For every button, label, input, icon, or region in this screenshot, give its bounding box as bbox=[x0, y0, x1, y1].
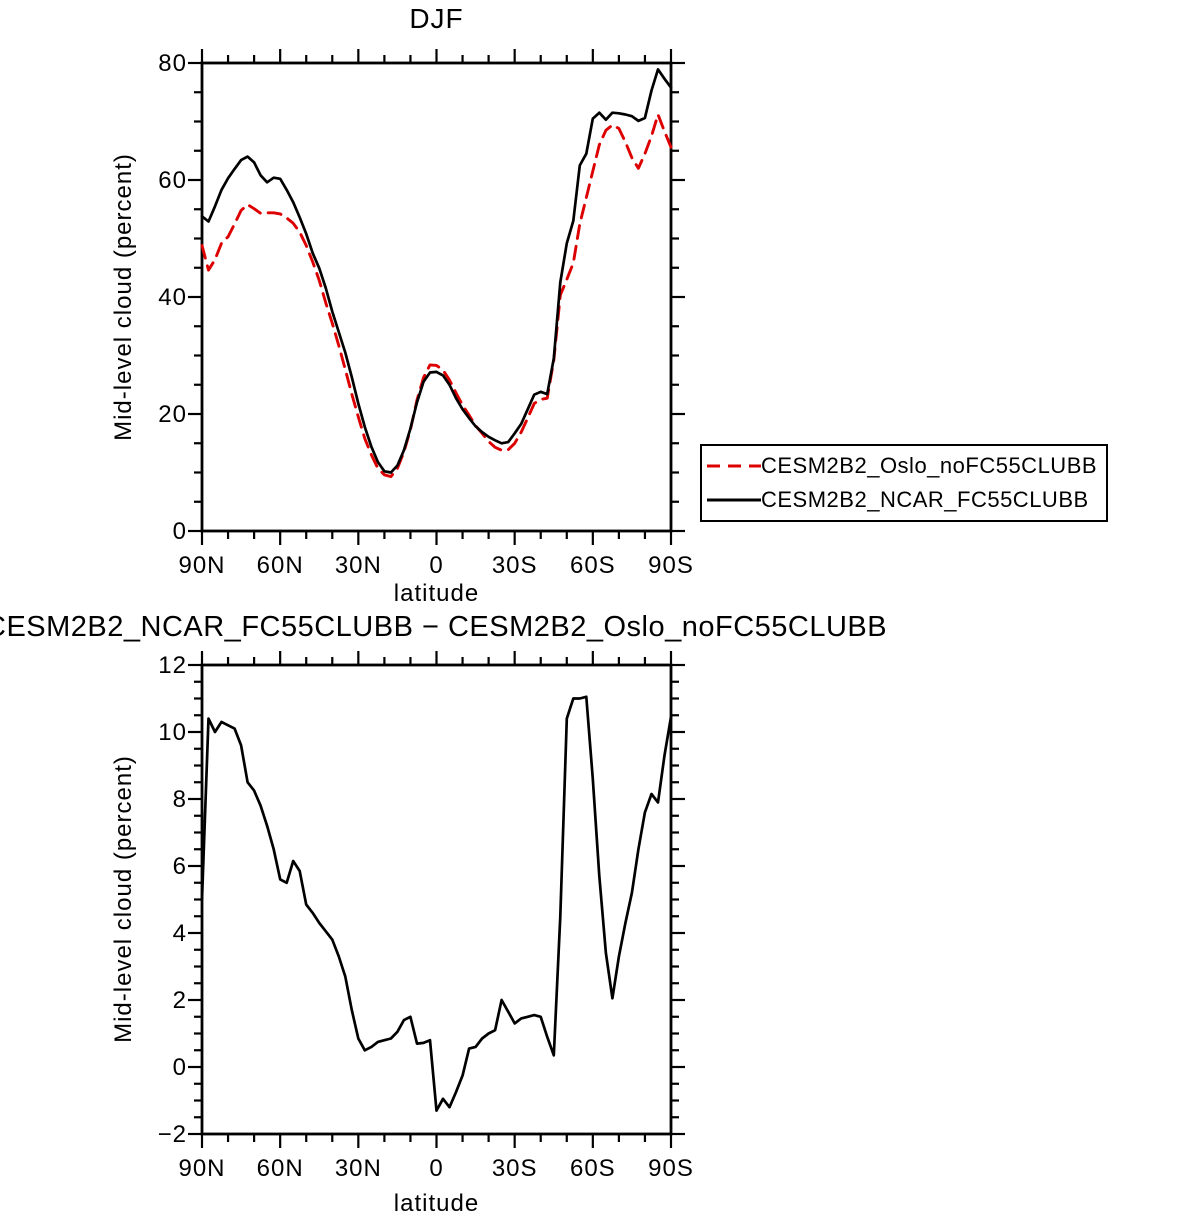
difference-chart-x-tick-label: 30N bbox=[335, 1155, 382, 1182]
difference-chart-title: CESM2B2_NCAR_FC55CLUBB − CESM2B2_Oslo_no… bbox=[0, 611, 888, 643]
difference-chart-x-tick-label: 0 bbox=[429, 1155, 443, 1182]
oslo-curve bbox=[200, 113, 673, 479]
legend-entry-ncar: CESM2B2_NCAR_FC55CLUBB bbox=[707, 487, 1106, 513]
legend-line-oslo-swatch bbox=[707, 464, 761, 468]
difference-chart-y-tick-label: 0 bbox=[173, 1054, 187, 1081]
legend: CESM2B2_Oslo_noFC55CLUBB CESM2B2_NCAR_FC… bbox=[700, 444, 1108, 522]
top-chart-y-tick-label: 20 bbox=[158, 401, 187, 428]
difference-chart-x-tick-label: 90S bbox=[648, 1155, 694, 1182]
top-chart-y-tick-label: 60 bbox=[158, 167, 187, 194]
difference-chart-y-tick-label: 8 bbox=[173, 786, 187, 813]
difference-chart-xlabel: latitude bbox=[393, 1190, 480, 1217]
difference-chart-y-tick-label: 10 bbox=[158, 719, 187, 746]
top-chart-frame bbox=[200, 61, 673, 533]
top-chart-title: DJF bbox=[409, 3, 464, 34]
top-chart-x-tick-label: 0 bbox=[429, 552, 443, 579]
legend-label-ncar: CESM2B2_NCAR_FC55CLUBB bbox=[761, 486, 1089, 512]
difference-curve bbox=[200, 695, 673, 1112]
top-chart-xlabel: latitude bbox=[393, 580, 480, 607]
top-chart-y-tick-label: 40 bbox=[158, 284, 187, 311]
difference-chart-y-tick-label: 4 bbox=[173, 920, 187, 947]
top-chart-x-tick-label: 60S bbox=[570, 552, 616, 579]
difference-chart-y-tick-label: 2 bbox=[173, 987, 187, 1014]
difference-chart-x-tick-label: 60S bbox=[570, 1155, 616, 1182]
top-chart-ylabel: Mid-level cloud (percent) bbox=[110, 153, 137, 441]
difference-chart-ylabel: Mid-level cloud (percent) bbox=[110, 755, 137, 1043]
top-chart-x-tick-label: 30S bbox=[492, 552, 538, 579]
ncar-curve bbox=[200, 68, 673, 474]
legend-entry-oslo: CESM2B2_Oslo_noFC55CLUBB bbox=[707, 453, 1106, 479]
top-chart-x-tick-label: 60N bbox=[257, 552, 304, 579]
difference-chart-x-tick-label: 90N bbox=[178, 1155, 225, 1182]
difference-chart-y-tick-label: 12 bbox=[158, 652, 187, 679]
top-chart-y-tick-label: 80 bbox=[158, 50, 187, 77]
difference-chart-y-tick-label: −2 bbox=[158, 1121, 187, 1148]
legend-label-oslo: CESM2B2_Oslo_noFC55CLUBB bbox=[761, 453, 1098, 479]
legend-line-ncar-swatch bbox=[707, 498, 761, 502]
top-chart-y-tick-label: 0 bbox=[173, 518, 187, 545]
difference-chart-x-tick-label: 30S bbox=[492, 1155, 538, 1182]
top-chart-x-tick-label: 90S bbox=[648, 552, 694, 579]
top-chart-x-tick-label: 90N bbox=[178, 552, 225, 579]
top-chart-x-tick-label: 30N bbox=[335, 552, 382, 579]
difference-chart-x-tick-label: 60N bbox=[257, 1155, 304, 1182]
difference-chart-y-tick-label: 6 bbox=[173, 853, 187, 880]
